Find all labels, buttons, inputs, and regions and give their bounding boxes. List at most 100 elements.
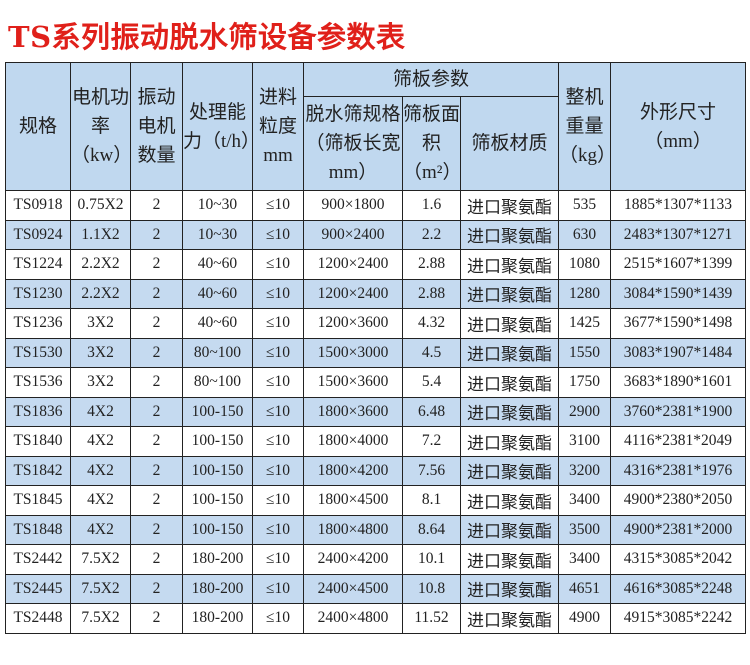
cell-screen-area: 10.1 [402,544,461,575]
table-row: TS1836 4X2 2 100-150 ≤10 1800×3600 6.48 进口聚氨酯 29… [5,396,746,427]
cell-power: 4X2 [70,485,131,516]
cell-motors: 2 [130,219,183,250]
cell-screen-size: 1800×4000 [303,426,403,457]
cell-capacity: 10~30 [182,190,253,221]
cell-feed: ≤10 [252,219,304,250]
table-row: TS0918 0.75X2 2 10~30 ≤10 900×1800 1.6 进口聚氨酯 535… [5,190,746,221]
cell-spec: TS1224 [5,249,71,280]
cell-motors: 2 [130,485,183,516]
cell-motors: 2 [130,367,183,398]
cell-screen-material: 进口聚氨酯 [460,337,559,368]
cell-weight: 4651 [558,573,611,604]
table-row: TS2445 7.5X2 2 180-200 ≤10 2400×4500 10.8 进口聚氨酯… [5,573,746,604]
cell-dimensions: 3683*1890*1601 [610,367,746,398]
cell-feed: ≤10 [252,396,304,427]
cell-capacity: 40~60 [182,308,253,339]
cell-power: 4X2 [70,396,131,427]
cell-dimensions: 4315*3085*2042 [610,544,746,575]
cell-feed: ≤10 [252,249,304,280]
header-dimensions: 外形尺寸（mm） [610,62,746,191]
cell-feed: ≤10 [252,367,304,398]
cell-screen-material: 进口聚氨酯 [460,485,559,516]
cell-screen-area: 7.2 [402,426,461,457]
cell-motors: 2 [130,544,183,575]
cell-spec: TS1836 [5,396,71,427]
cell-screen-size: 2400×4200 [303,544,403,575]
table-body: TS0918 0.75X2 2 10~30 ≤10 900×1800 1.6 进口聚氨酯 535… [5,190,746,634]
cell-motors: 2 [130,337,183,368]
cell-weight: 3400 [558,485,611,516]
cell-power: 3X2 [70,337,131,368]
cell-capacity: 100-150 [182,396,253,427]
cell-screen-size: 1500×3600 [303,367,403,398]
cell-weight: 1750 [558,367,611,398]
parameter-table: 规格 电机功率（kw） 振动电机数量 处理能力（t/h） 进料粒度mm 筛板参数… [5,62,746,634]
cell-screen-area: 8.1 [402,485,461,516]
table-row: TS1224 2.2X2 2 40~60 ≤10 1200×2400 2.88 进口聚氨酯 10… [5,249,746,280]
cell-weight: 1080 [558,249,611,280]
cell-power: 2.2X2 [70,278,131,309]
cell-motors: 2 [130,396,183,427]
table-row: TS0924 1.1X2 2 10~30 ≤10 900×2400 2.2 进口聚氨酯 630 2… [5,219,746,250]
cell-screen-area: 4.32 [402,308,461,339]
cell-dimensions: 2483*1307*1271 [610,219,746,250]
cell-capacity: 180-200 [182,573,253,604]
cell-screen-size: 900×2400 [303,219,403,250]
table-row: TS2448 7.5X2 2 180-200 ≤10 2400×4800 11.52 进口聚氨… [5,603,746,634]
cell-screen-size: 1500×3000 [303,337,403,368]
cell-weight: 1280 [558,278,611,309]
cell-screen-size: 1800×4500 [303,485,403,516]
cell-dimensions: 3084*1590*1439 [610,278,746,309]
cell-capacity: 100-150 [182,426,253,457]
cell-feed: ≤10 [252,573,304,604]
cell-screen-material: 进口聚氨酯 [460,278,559,309]
header-spec: 规格 [5,62,71,191]
cell-screen-size: 2400×4500 [303,573,403,604]
header-weight: 整机重量（kg） [558,62,611,191]
header-capacity: 处理能力（t/h） [182,62,253,191]
cell-spec: TS1530 [5,337,71,368]
cell-power: 4X2 [70,514,131,545]
table-row: TS1840 4X2 2 100-150 ≤10 1800×4000 7.2 进口聚氨酯 310… [5,426,746,457]
cell-spec: TS0924 [5,219,71,250]
cell-weight: 2900 [558,396,611,427]
cell-spec: TS1230 [5,278,71,309]
cell-screen-size: 1800×4200 [303,455,403,486]
cell-dimensions: 3760*2381*1900 [610,396,746,427]
cell-screen-size: 1200×2400 [303,249,403,280]
cell-feed: ≤10 [252,308,304,339]
cell-spec: TS1840 [5,426,71,457]
cell-weight: 3400 [558,544,611,575]
cell-motors: 2 [130,278,183,309]
cell-feed: ≤10 [252,455,304,486]
cell-feed: ≤10 [252,278,304,309]
cell-motors: 2 [130,308,183,339]
table-row: TS1236 3X2 2 40~60 ≤10 1200×3600 4.32 进口聚氨酯 1425… [5,308,746,339]
cell-power: 0.75X2 [70,190,131,221]
cell-dimensions: 4616*3085*2248 [610,573,746,604]
cell-screen-size: 1200×2400 [303,278,403,309]
cell-capacity: 180-200 [182,603,253,634]
cell-capacity: 100-150 [182,455,253,486]
cell-screen-material: 进口聚氨酯 [460,249,559,280]
cell-screen-material: 进口聚氨酯 [460,219,559,250]
cell-spec: TS2445 [5,573,71,604]
cell-capacity: 40~60 [182,249,253,280]
cell-screen-area: 4.5 [402,337,461,368]
cell-screen-material: 进口聚氨酯 [460,396,559,427]
cell-power: 4X2 [70,426,131,457]
header-screen-size: 脱水筛规格（筛板长宽mm） [303,96,403,191]
cell-dimensions: 4116*2381*2049 [610,426,746,457]
table-row: TS1530 3X2 2 80~100 ≤10 1500×3000 4.5 进口聚氨酯 1550… [5,337,746,368]
cell-dimensions: 4900*2381*2000 [610,514,746,545]
cell-weight: 535 [558,190,611,221]
cell-dimensions: 3677*1590*1498 [610,308,746,339]
cell-power: 7.5X2 [70,603,131,634]
table-row: TS2442 7.5X2 2 180-200 ≤10 2400×4200 10.1 进口聚氨酯… [5,544,746,575]
cell-spec: TS1842 [5,455,71,486]
cell-weight: 3200 [558,455,611,486]
cell-screen-area: 2.88 [402,249,461,280]
cell-screen-size: 2400×4800 [303,603,403,634]
cell-spec: TS2448 [5,603,71,634]
cell-power: 7.5X2 [70,573,131,604]
